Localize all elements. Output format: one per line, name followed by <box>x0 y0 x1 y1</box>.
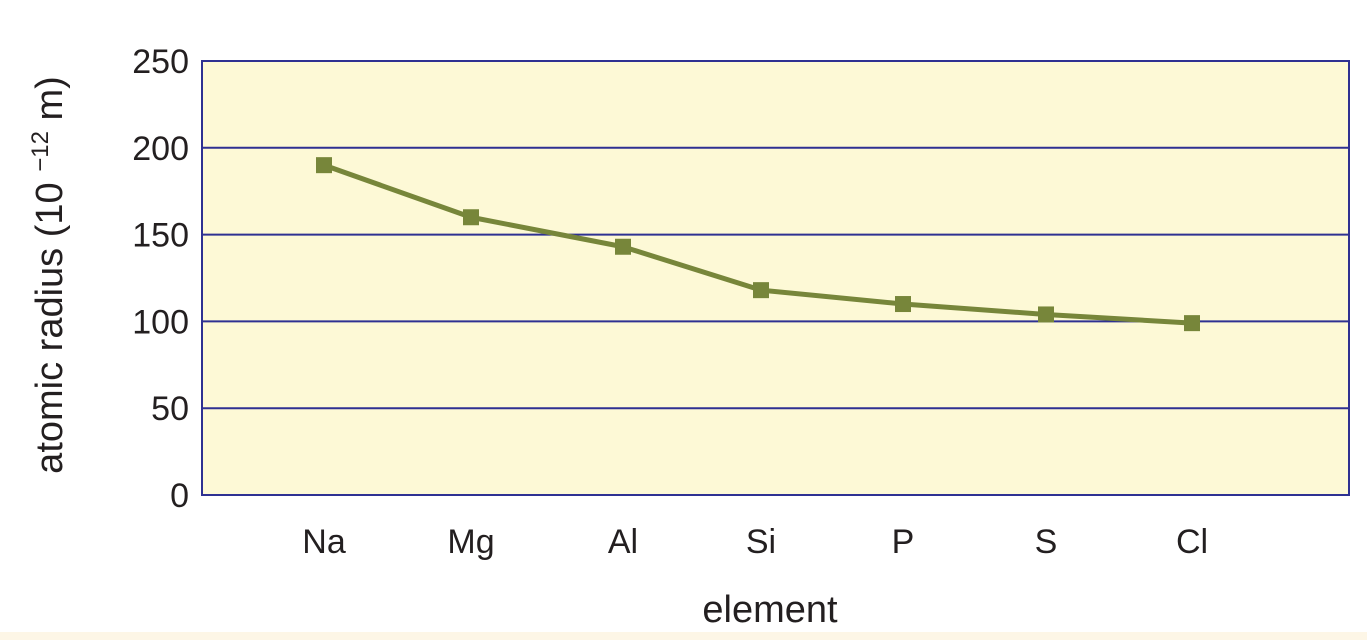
x-tick-label-na: Na <box>302 523 346 561</box>
plot-area <box>201 60 1350 496</box>
y-axis-title-suffix: m) <box>29 76 71 120</box>
y-axis-title-superscript: −12 <box>27 131 54 172</box>
data-point-p <box>895 296 911 313</box>
x-tick-label-mg: Mg <box>447 523 494 561</box>
y-tick-label-2: 100 <box>132 303 189 341</box>
x-tick-labels: Na Mg Al Si P S Cl <box>302 523 1208 561</box>
x-axis-title: element <box>702 589 838 631</box>
data-point-si <box>753 282 769 299</box>
y-tick-labels: 0 50 100 150 200 250 <box>132 43 189 515</box>
y-axis-title: atomic radius (10 −12 m) <box>15 76 71 474</box>
plot-background <box>201 60 1350 496</box>
x-tick-label-al: Al <box>608 523 638 561</box>
x-tick-label-p: P <box>892 523 915 561</box>
y-tick-label-0: 0 <box>170 477 189 515</box>
data-point-al <box>615 238 631 255</box>
y-tick-label-5: 250 <box>132 43 189 81</box>
x-tick-label-si: Si <box>746 523 776 561</box>
y-axis-title-main: atomic radius (10 <box>29 182 71 473</box>
data-point-na <box>316 157 332 174</box>
data-point-cl <box>1184 315 1200 332</box>
y-tick-label-4: 200 <box>132 130 189 168</box>
series-layer <box>316 157 1200 332</box>
data-point-mg <box>463 209 479 226</box>
y-tick-label-3: 150 <box>132 217 189 255</box>
data-point-s <box>1038 306 1054 323</box>
x-tick-label-cl: Cl <box>1176 523 1208 561</box>
bottom-strip <box>0 632 1367 640</box>
x-tick-label-s: S <box>1035 523 1058 561</box>
y-tick-label-1: 50 <box>151 390 189 428</box>
